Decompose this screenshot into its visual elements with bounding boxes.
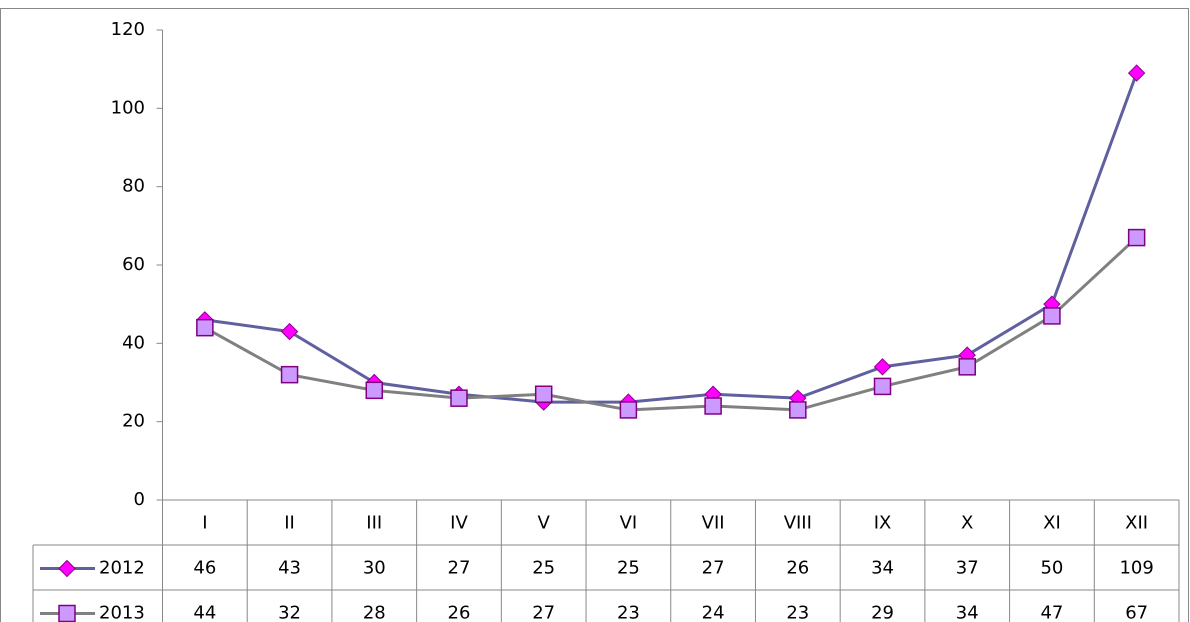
table-value: 47 bbox=[1040, 603, 1063, 622]
marker bbox=[196, 318, 214, 337]
y-tick-label: 0 bbox=[134, 489, 145, 510]
table-value: 27 bbox=[448, 558, 471, 579]
marker bbox=[1127, 64, 1146, 82]
x-tick-label: IV bbox=[450, 513, 468, 534]
table-value: 50 bbox=[1040, 558, 1063, 579]
table-value: 44 bbox=[193, 603, 216, 622]
marker bbox=[704, 397, 722, 415]
table-value: 29 bbox=[871, 603, 894, 622]
series-line bbox=[204, 72, 1139, 404]
y-tick-label: 40 bbox=[122, 332, 145, 353]
chart-border bbox=[0, 8, 1189, 622]
series-line bbox=[204, 236, 1138, 412]
x-tick-label: IX bbox=[874, 513, 892, 534]
table-value: 37 bbox=[956, 558, 979, 579]
table-value: 24 bbox=[702, 603, 725, 622]
x-tick-label: VI bbox=[620, 513, 638, 534]
table-value: 26 bbox=[786, 558, 809, 579]
table-value: 28 bbox=[363, 603, 386, 622]
marker bbox=[1043, 307, 1061, 325]
table-value: 34 bbox=[956, 603, 979, 622]
table-value: 34 bbox=[871, 558, 894, 579]
x-tick-label: VIII bbox=[784, 513, 812, 534]
y-tick-label: 60 bbox=[122, 254, 145, 275]
y-tick-label: 100 bbox=[111, 97, 145, 118]
table-value: 23 bbox=[617, 603, 640, 622]
marker bbox=[873, 377, 892, 396]
y-tick-label: 120 bbox=[111, 19, 145, 40]
y-tick-label: 80 bbox=[122, 176, 145, 197]
table-value: 27 bbox=[702, 558, 725, 579]
marker bbox=[873, 358, 892, 376]
table-value: 23 bbox=[786, 603, 809, 622]
table-value: 30 bbox=[363, 558, 386, 579]
table-value: 109 bbox=[1119, 558, 1153, 579]
marker bbox=[58, 604, 76, 622]
marker bbox=[789, 401, 807, 419]
legend-label: 2013 bbox=[99, 603, 145, 622]
marker bbox=[1127, 228, 1146, 247]
x-tick-label: V bbox=[538, 513, 551, 534]
marker bbox=[280, 322, 299, 341]
marker bbox=[280, 365, 299, 384]
marker bbox=[58, 559, 76, 578]
table-value: 25 bbox=[617, 558, 640, 579]
marker bbox=[450, 389, 468, 407]
table-value: 26 bbox=[448, 603, 471, 622]
x-tick-label: XII bbox=[1125, 513, 1148, 534]
x-tick-label: VII bbox=[702, 513, 725, 534]
y-tick-label: 20 bbox=[122, 411, 145, 432]
table-value: 27 bbox=[532, 603, 555, 622]
x-tick-label: XI bbox=[1043, 513, 1061, 534]
marker bbox=[958, 358, 976, 376]
x-tick-label: X bbox=[961, 513, 973, 534]
table-value: 25 bbox=[532, 558, 555, 579]
table-value: 43 bbox=[278, 558, 301, 579]
x-tick-label: I bbox=[202, 513, 207, 534]
marker bbox=[619, 401, 638, 419]
marker bbox=[534, 385, 553, 403]
table-value: 46 bbox=[193, 558, 216, 579]
x-tick-label: II bbox=[284, 513, 295, 534]
legend-label: 2012 bbox=[99, 558, 145, 579]
x-tick-label: III bbox=[366, 513, 382, 534]
table-value: 32 bbox=[278, 603, 301, 622]
marker bbox=[365, 381, 384, 400]
table-value: 67 bbox=[1125, 603, 1148, 622]
